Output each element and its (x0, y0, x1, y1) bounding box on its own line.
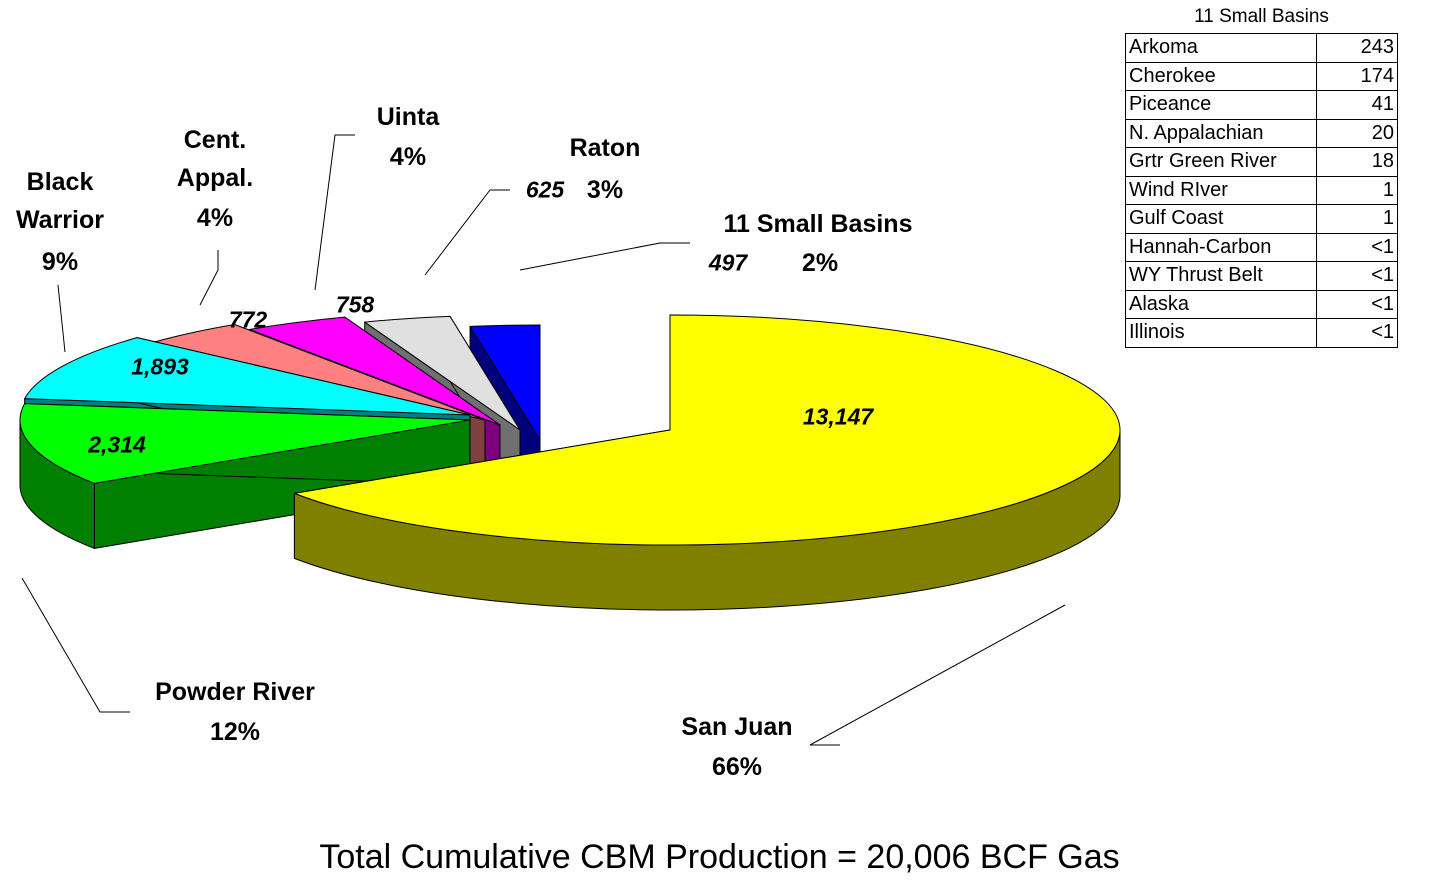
slice-percent: 66% (711, 753, 763, 781)
slice-name: Powder River (155, 678, 315, 706)
table: Arkoma 243 Cherokee 174 Piceance 41 N. Appalac… (1125, 33, 1398, 348)
table-row: WY Thrust Belt <1 (1125, 261, 1398, 291)
slice-name: Raton (569, 134, 641, 162)
slice (248, 316, 501, 426)
table-cell: 1 (1316, 204, 1398, 234)
table-cell: <1 (1316, 232, 1398, 262)
table-row: Gulf Coast 1 (1125, 204, 1398, 234)
slice-percent: 12% (209, 718, 261, 746)
table-row: Hannah-Carbon <1 (1125, 232, 1398, 262)
slice-name: Uinta (376, 103, 440, 131)
chart-title: Total Cumulative CBM Production = 20,006… (319, 838, 1120, 876)
table-row: Arkoma 243 (1125, 33, 1398, 63)
slice-value: 772 (228, 306, 268, 333)
table-cell: Arkoma (1125, 33, 1317, 63)
table-cell: Cherokee (1125, 61, 1317, 91)
slice (364, 315, 521, 431)
table-cell: Hannah-Carbon (1125, 232, 1317, 262)
table-row: Alaska <1 (1125, 289, 1398, 319)
table-cell: Gulf Coast (1125, 204, 1317, 234)
slice-name: Cent. Appal. (176, 126, 254, 192)
table-cell: 41 (1316, 90, 1398, 120)
table-cell: Alaska (1125, 289, 1317, 319)
leader-line (57, 284, 66, 353)
leader-line (424, 189, 510, 276)
slice-name: Black Warrior (16, 168, 104, 234)
slice (19, 403, 471, 484)
slice (469, 324, 541, 441)
table-row: Wind RIver 1 (1125, 175, 1398, 205)
slice (293, 314, 1121, 546)
table-cell: <1 (1316, 318, 1398, 348)
table-cell: 18 (1316, 147, 1398, 177)
slice-name: San Juan (681, 713, 793, 741)
table-cell: <1 (1316, 289, 1398, 319)
table-cell: Wind RIver (1125, 175, 1317, 205)
table-title: 11 Small Basins (1194, 6, 1329, 27)
table-cell: 243 (1316, 33, 1398, 63)
table-row: Illinois <1 (1125, 318, 1398, 348)
table-row: Cherokee 174 (1125, 61, 1398, 91)
slice-value: 625 (525, 176, 565, 203)
leader-line (519, 242, 690, 271)
slice-value: 758 (335, 291, 375, 318)
table-cell: Piceance (1125, 90, 1317, 120)
table-cell: 1 (1316, 175, 1398, 205)
leader-line (314, 134, 355, 291)
leader-line (809, 604, 1066, 746)
table-row: N. Appalachian 20 (1125, 118, 1398, 148)
table-cell: N. Appalachian (1125, 118, 1317, 148)
slice-percent: 3% (586, 176, 624, 204)
slice-value: 1,893 (131, 353, 189, 380)
slice-name: 11 Small Basins (723, 210, 913, 238)
slice-value: 497 (708, 249, 748, 276)
table-cell: Grtr Green River (1125, 147, 1317, 177)
table-cell: 20 (1316, 118, 1398, 148)
leader-line (21, 577, 130, 713)
slice-percent: 4% (389, 143, 427, 171)
slice (24, 337, 471, 416)
slice-percent: 4% (196, 204, 234, 232)
slice-percent: 9% (41, 248, 79, 276)
leader-line (199, 250, 219, 306)
table-cell: WY Thrust Belt (1125, 261, 1317, 291)
table-row: Grtr Green River 18 (1125, 147, 1398, 177)
slice-value: 2,314 (88, 431, 146, 458)
table-cell: Illinois (1125, 318, 1317, 348)
table-cell: <1 (1316, 261, 1398, 291)
slice-value: 13,147 (802, 403, 874, 430)
slice-percent: 2% (801, 249, 839, 277)
table-row: Piceance 41 (1125, 90, 1398, 120)
table-cell: 174 (1316, 61, 1398, 91)
